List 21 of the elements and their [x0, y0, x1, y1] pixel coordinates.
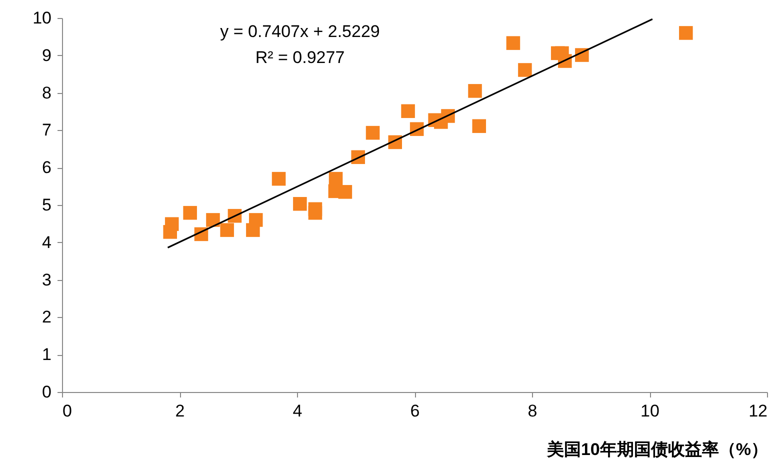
y-tick-label: 1: [42, 345, 52, 364]
annotation: R² = 0.9277: [255, 48, 345, 67]
y-tick-label: 4: [42, 232, 52, 252]
y-tick-label: 9: [42, 46, 52, 65]
x-tick-label: 8: [528, 402, 538, 420]
y-tick-label: 8: [42, 83, 52, 102]
y-tick-label: 3: [42, 270, 52, 290]
x-tick-label: 6: [410, 402, 420, 420]
y-tick-label: 10: [32, 8, 52, 28]
y-tick-label: 2: [42, 308, 52, 327]
x-axis-title: 美国10年期国债收益率（%）: [546, 439, 768, 461]
y-tick-label: 7: [42, 120, 52, 140]
y-tick-label: 0: [42, 382, 52, 402]
x-tick-label: 0: [62, 402, 72, 420]
x-tick-label: 2: [175, 402, 185, 420]
y-tick-label: 6: [42, 158, 52, 178]
y-tick-label: 5: [42, 196, 52, 214]
x-tick-label: 10: [640, 402, 660, 420]
x-tick-label: 12: [748, 402, 768, 420]
x-tick-label: 4: [292, 402, 302, 420]
annotation: y = 0.7407x + 2.5229: [220, 22, 380, 41]
